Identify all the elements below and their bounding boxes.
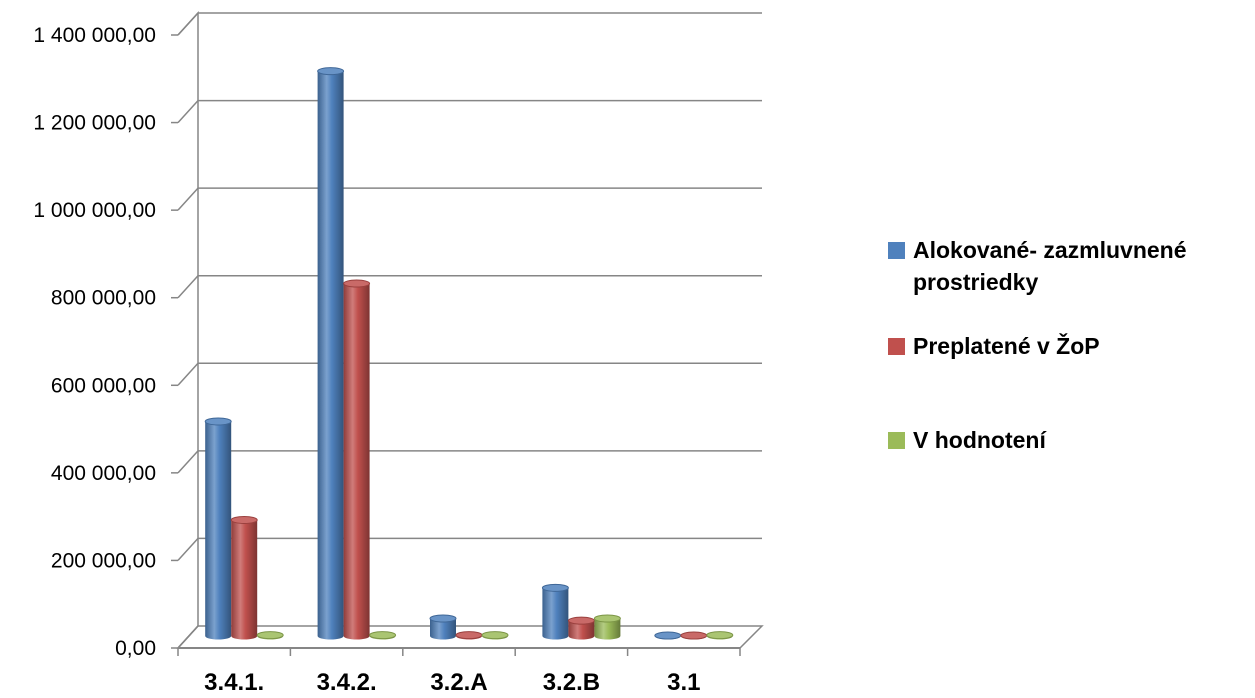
- gridline-depth: [177, 362, 199, 386]
- side-wall: [177, 11, 199, 649]
- bar-3.1-0: [654, 631, 682, 640]
- y-tick-label: 600 000,00: [51, 374, 156, 397]
- bar-3.2.A-1: [455, 631, 483, 640]
- x-tick-label: 3.1: [667, 669, 700, 696]
- chart-walls: [176, 11, 764, 649]
- y-tick-label: 1 200 000,00: [33, 112, 156, 135]
- bar-3.4.1.-0: [204, 417, 232, 640]
- bar-3.2.A-0: [429, 614, 457, 640]
- gridlines: [171, 12, 762, 649]
- legend-item-paid: Preplatené v ŽoP: [888, 330, 1100, 362]
- bar-3.4.2.-2: [369, 631, 397, 640]
- x-tick-label: 3.2.B: [543, 669, 600, 696]
- bar-3.2.A-2: [481, 631, 509, 640]
- gridline-depth: [177, 450, 199, 474]
- legend-item-allocated: Alokované- zazmluvnené prostriedky: [888, 234, 1255, 298]
- legend-label-allocated: Alokované- zazmluvnené prostriedky: [913, 237, 1187, 295]
- bars: [204, 67, 734, 640]
- bar-3.1-1: [680, 631, 708, 640]
- legend-swatch-evaluation: [888, 432, 905, 449]
- gridline-depth: [177, 12, 199, 36]
- gridline-depth: [177, 100, 199, 124]
- bar-3.4.2.-1: [343, 279, 371, 640]
- x-axis: 3.4.1. 3.4.2. 3.2.A 3.2.B 3.1: [177, 648, 741, 696]
- gridline-depth: [177, 187, 199, 211]
- y-tick-label: 1 400 000,00: [33, 24, 156, 47]
- y-tick-label: 0,00: [115, 637, 156, 660]
- y-tick-label: 400 000,00: [51, 462, 156, 485]
- bar-3.4.1.-2: [256, 631, 284, 640]
- legend-label-paid: Preplatené v ŽoP: [913, 333, 1100, 359]
- legend-swatch-allocated: [888, 242, 905, 259]
- y-axis: 0,00 200 000,00 400 000,00 600 000,00 800 00…: [33, 24, 156, 660]
- bar-3.4.1.-1: [230, 515, 258, 640]
- x-tick-label: 3.2.A: [430, 669, 487, 696]
- y-tick-label: 800 000,00: [51, 287, 156, 310]
- bar-3.2.B-2: [593, 614, 621, 640]
- bar-3.4.2.-0: [317, 67, 345, 640]
- x-tick-label: 3.4.2.: [317, 669, 377, 696]
- gridline-depth: [177, 625, 199, 649]
- legend-item-evaluation: V hodnotení: [888, 424, 1046, 456]
- y-tick-label: 1 000 000,00: [33, 199, 156, 222]
- gridline-depth: [177, 275, 199, 299]
- gridline-depth: [177, 537, 199, 561]
- bar-3.1-2: [706, 631, 734, 640]
- bar-3.2.B-0: [541, 583, 569, 640]
- bar-3.2.B-1: [567, 616, 595, 640]
- y-tick-label: 200 000,00: [51, 549, 156, 572]
- x-tick-label: 3.4.1.: [204, 669, 264, 696]
- legend-label-evaluation: V hodnotení: [913, 427, 1046, 453]
- legend-swatch-paid: [888, 338, 905, 355]
